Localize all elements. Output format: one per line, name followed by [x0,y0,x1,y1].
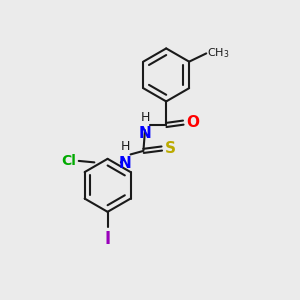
Text: H: H [121,140,130,153]
Text: Cl: Cl [61,154,76,168]
Text: S: S [165,141,176,156]
Text: N: N [119,156,132,171]
Text: H: H [140,111,150,124]
Text: O: O [186,115,199,130]
Text: N: N [139,126,152,141]
Text: I: I [104,230,111,247]
Text: CH$_3$: CH$_3$ [207,46,230,60]
